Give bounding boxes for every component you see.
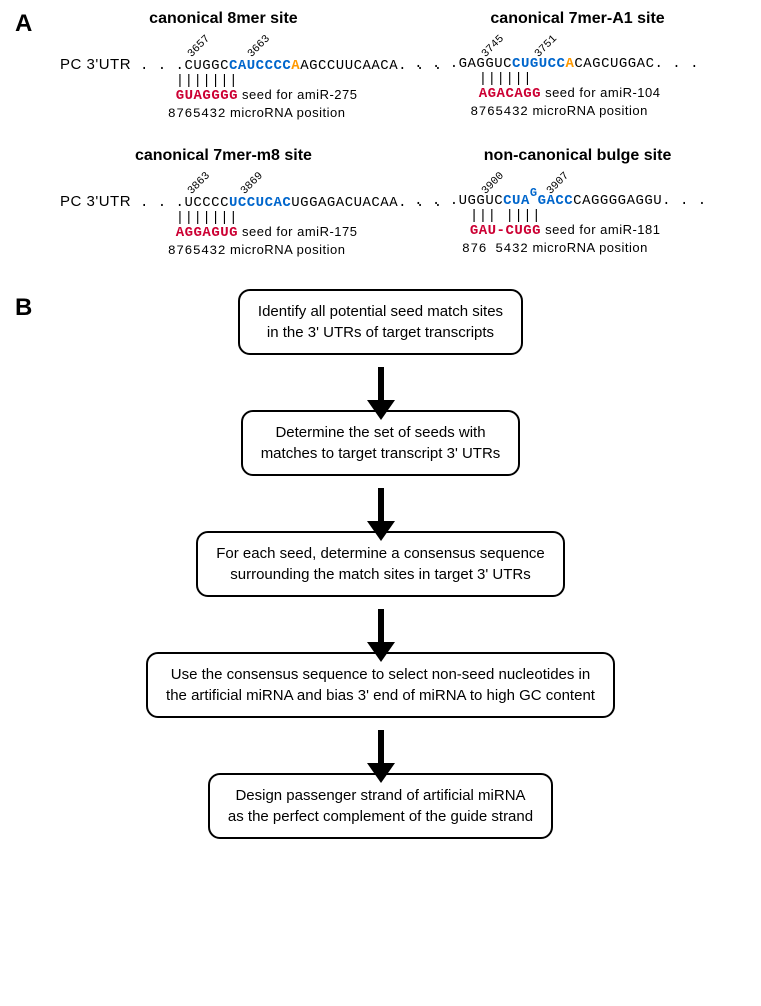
panel-b: B Identify all potential seed match site… [20,289,741,839]
position-line: 876 5432microRNA position [414,240,741,257]
site-8mer: canonical 8mer site 3657 3663 PC 3'UTR .… [60,10,387,122]
position-line: 8765432microRNA position [60,105,387,122]
seed-line: GAU-CUGGseed for amiR-181 [414,222,741,240]
panel-a-label: A [15,10,32,38]
bulge-nucleotide: G [530,186,538,200]
utr-label: PC 3'UTR [60,193,131,211]
pairing: |||||| [414,73,741,86]
panel-a: A canonical 8mer site 3657 3663 PC 3'UTR… [20,10,741,259]
site-title: canonical 7mer-m8 site [60,147,387,165]
seed-line: GUAGGGGseed for amiR-275 [60,87,387,105]
utr-label: PC 3'UTR [60,56,131,74]
position-line: 8765432microRNA position [414,103,741,120]
seq-diagram: 3863 3869 PC 3'UTR . . .UCCCCUCCUCACUGGA… [60,193,387,259]
seed-line: AGGAGUGseed for amiR-175 [60,224,387,242]
site-7mer-m8: canonical 7mer-m8 site 3863 3869 PC 3'UT… [60,147,387,259]
site-title: canonical 8mer site [60,10,387,28]
sites-row-2: canonical 7mer-m8 site 3863 3869 PC 3'UT… [60,147,741,259]
seed-line: AGACAGGseed for amiR-104 [414,85,741,103]
seq-diagram: 3657 3663 PC 3'UTR . . .CUGGCCAUCCCCAAGC… [60,56,387,122]
seq-diagram: 3900 3907 . . .UGGUCCUAGGACCCAGGGGAGGU. … [414,193,741,257]
pairing: ||||||| [60,212,387,225]
position-line: 8765432microRNA position [60,242,387,259]
pairing: ||| |||| [414,210,741,223]
seq-diagram: 3745 3751 . . .GAGGUCCUGUCCACAGCUGGAC. .… [414,56,741,120]
flowchart: Identify all potential seed match sites … [20,289,741,839]
site-7mer-a1: canonical 7mer-A1 site 3745 3751 . . .GA… [414,10,741,122]
pairing: ||||||| [60,75,387,88]
panel-b-label: B [15,294,32,322]
site-title: canonical 7mer-A1 site [414,10,741,28]
sites-row-1: canonical 8mer site 3657 3663 PC 3'UTR .… [60,10,741,122]
flow-step-1: Identify all potential seed match sites … [238,289,523,355]
site-title: non-canonical bulge site [414,147,741,165]
site-bulge: non-canonical bulge site 3900 3907 . . .… [414,147,741,259]
